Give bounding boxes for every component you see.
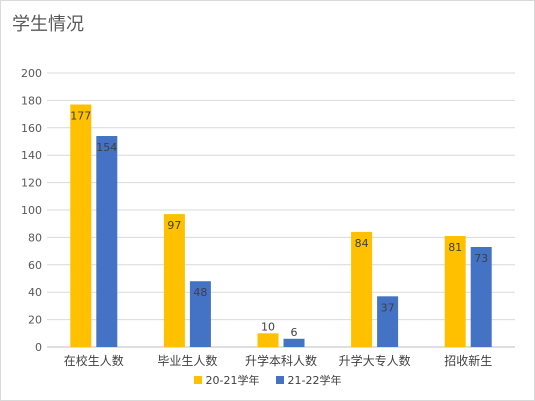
data-label: 37	[381, 301, 395, 314]
data-label: 81	[448, 241, 462, 254]
data-label: 48	[193, 286, 207, 299]
data-label: 97	[167, 219, 181, 232]
y-tick-label: 60	[28, 259, 42, 272]
data-label: 73	[474, 252, 488, 265]
bar-series-1	[257, 333, 279, 347]
data-label: 6	[291, 326, 298, 339]
y-tick-label: 80	[28, 231, 42, 244]
y-tick-label: 140	[21, 149, 42, 162]
data-label: 177	[70, 110, 91, 123]
x-tick-label: 升学本科人数	[245, 353, 317, 368]
bar-series-2	[189, 281, 211, 347]
legend-item-series-1: 20-21学年	[193, 372, 260, 388]
x-tick-label: 招收新生	[444, 353, 492, 368]
chart-title: 学生情况	[12, 14, 84, 35]
y-tick-label: 180	[21, 94, 42, 107]
legend-item-series-2: 21-22学年	[275, 372, 342, 388]
y-tick-label: 120	[21, 177, 42, 190]
bar-series-2	[470, 246, 492, 347]
x-tick-label: 毕业生人数	[157, 353, 217, 368]
bar-series-2	[283, 338, 305, 347]
data-label: 84	[355, 237, 369, 250]
x-tick-label: 在校生人数	[64, 353, 124, 368]
y-tick-label: 40	[28, 286, 42, 299]
legend-swatch-series-1	[193, 376, 202, 384]
bar-series-1	[70, 104, 92, 347]
data-label: 10	[261, 320, 275, 333]
data-label: 154	[96, 141, 117, 154]
y-tick-label: 100	[21, 204, 42, 217]
bar-series-1	[444, 236, 466, 347]
y-tick-label: 0	[35, 341, 42, 354]
bar-series-2	[377, 296, 399, 347]
y-tick-label: 160	[21, 122, 42, 135]
y-tick-label: 20	[28, 314, 42, 327]
legend-label-series-1: 20-21学年	[205, 374, 260, 387]
bar-series-1	[163, 214, 185, 347]
legend-swatch-series-2	[275, 376, 284, 384]
chart-legend: 20-21学年 21-22学年	[0, 372, 535, 388]
legend-label-series-2: 21-22学年	[287, 374, 342, 387]
x-tick-label: 升学大专人数	[339, 353, 411, 368]
y-tick-label: 200	[21, 67, 42, 80]
bar-series-1	[351, 231, 373, 347]
bar-series-2	[96, 136, 118, 347]
